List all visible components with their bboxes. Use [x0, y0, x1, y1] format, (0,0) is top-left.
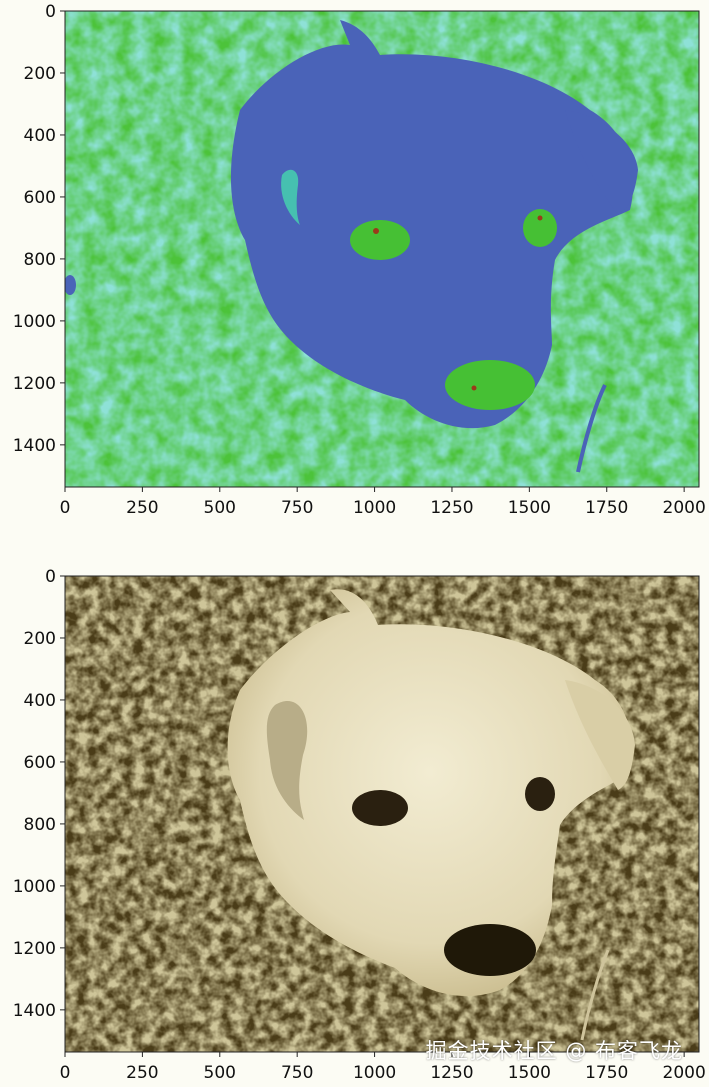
panel-top: 0 250 500 750 1000 1250 1500 1750 2000 0 200 400 600… — [13, 2, 706, 518]
ear-highlight-top — [281, 169, 300, 225]
y-tick-label: 200 — [24, 629, 56, 649]
image-top — [65, 11, 699, 487]
axes-frame-top — [64, 10, 700, 488]
grass-spot-top — [65, 275, 76, 295]
nose-bottom — [444, 924, 536, 976]
grass-blade-bottom — [580, 949, 610, 1041]
y-tick-label: 1200 — [13, 939, 56, 959]
panel-bottom: 0 250 500 750 1000 1250 1500 1750 2000 0 200 400 600… — [13, 567, 706, 1083]
x-tick-label: 2000 — [663, 498, 706, 518]
y-tick-label: 200 — [24, 64, 56, 84]
x-tick-label: 1750 — [585, 498, 628, 518]
puppy-ear-left-bottom — [266, 701, 308, 820]
y-tick-label: 1000 — [13, 877, 56, 897]
x-tick-label: 500 — [204, 498, 236, 518]
y-tick-label: 0 — [45, 2, 56, 22]
puppy-ear-right-bottom — [565, 680, 635, 790]
x-tick-label: 500 — [204, 1063, 236, 1083]
eye-left-top — [350, 220, 410, 260]
x-tick-label: 1500 — [508, 498, 551, 518]
grass-blade-top — [576, 384, 607, 473]
y-tick-label: 800 — [24, 250, 56, 270]
x-tick-label: 750 — [281, 1063, 313, 1083]
y-tick-label: 400 — [24, 691, 56, 711]
axes-bottom: 0 250 500 750 1000 1250 1500 1750 2000 0 200 400 600… — [13, 567, 706, 1083]
watermark: 掘金技术社区 @ 布客飞龙 — [425, 1039, 683, 1063]
x-tick-label: 1500 — [508, 1063, 551, 1083]
x-tick-label: 1750 — [585, 1063, 628, 1083]
x-tick-label: 250 — [126, 1063, 158, 1083]
image-bottom — [65, 576, 699, 1052]
x-tick-label: 1250 — [430, 1063, 473, 1083]
x-tick-label: 1000 — [353, 1063, 396, 1083]
y-tick-label: 1200 — [13, 374, 56, 394]
puppy-head-bottom — [227, 589, 632, 997]
x-tick-label: 1250 — [430, 498, 473, 518]
y-tick-label: 400 — [24, 126, 56, 146]
y-tick-label: 800 — [24, 815, 56, 835]
y-tick-label: 600 — [24, 188, 56, 208]
x-tick-label: 0 — [60, 498, 71, 518]
axes-frame-bottom — [64, 575, 700, 1053]
y-tick-label: 1000 — [13, 312, 56, 332]
y-tick-label: 1400 — [13, 1001, 56, 1021]
y-tick-label: 1400 — [13, 436, 56, 456]
pupil-right-top — [537, 215, 543, 221]
y-tick-label: 0 — [45, 567, 56, 587]
x-tick-label: 0 — [60, 1063, 71, 1083]
pupil-left-top — [373, 228, 379, 234]
y-tick-label: 600 — [24, 753, 56, 773]
x-tick-label: 2000 — [663, 1063, 706, 1083]
x-tick-label: 250 — [126, 498, 158, 518]
eye-left-bottom — [352, 790, 408, 826]
x-tick-label: 1000 — [353, 498, 396, 518]
nose-spot-top — [471, 385, 477, 391]
x-tick-label: 750 — [281, 498, 313, 518]
eye-right-top — [523, 209, 557, 247]
eye-right-bottom — [525, 777, 555, 811]
nose-top — [445, 360, 535, 410]
puppy-ear-right-top — [565, 110, 638, 215]
axes-top: 0 250 500 750 1000 1250 1500 1750 2000 0 200 400 600… — [13, 2, 706, 518]
puppy-head-top — [230, 20, 634, 429]
